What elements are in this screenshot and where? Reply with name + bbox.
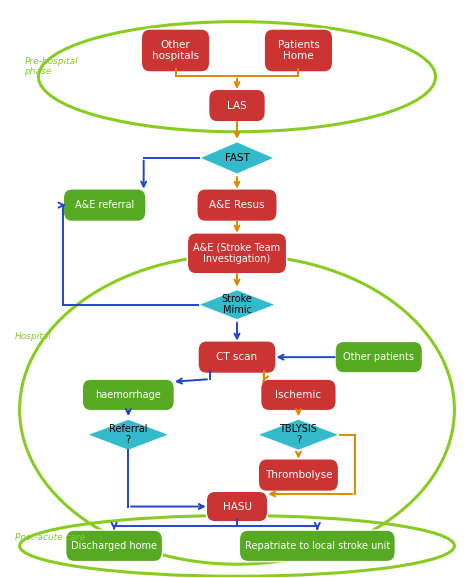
Text: Other
hospitals: Other hospitals: [152, 40, 199, 61]
FancyBboxPatch shape: [141, 29, 210, 72]
FancyBboxPatch shape: [66, 530, 163, 562]
FancyBboxPatch shape: [198, 341, 276, 373]
Polygon shape: [199, 142, 275, 174]
Text: Thrombolyse: Thrombolyse: [264, 470, 332, 480]
Text: Repatriate to local stroke unit: Repatriate to local stroke unit: [245, 541, 390, 551]
FancyBboxPatch shape: [261, 379, 336, 410]
Text: Pre-hospital
phase: Pre-hospital phase: [24, 57, 78, 76]
Text: A&E referral: A&E referral: [75, 200, 134, 210]
Polygon shape: [198, 290, 276, 320]
FancyBboxPatch shape: [82, 379, 174, 410]
Text: HASU: HASU: [222, 502, 252, 512]
Text: haemorrhage: haemorrhage: [95, 390, 161, 400]
FancyBboxPatch shape: [335, 342, 422, 373]
FancyBboxPatch shape: [258, 459, 338, 491]
Text: Post-acute care: Post-acute care: [15, 533, 85, 543]
FancyBboxPatch shape: [209, 89, 265, 122]
FancyBboxPatch shape: [206, 491, 268, 522]
Text: Patients
Home: Patients Home: [277, 40, 319, 61]
Text: Other patients: Other patients: [343, 352, 414, 362]
Text: LAS: LAS: [227, 101, 247, 110]
Polygon shape: [257, 419, 340, 450]
FancyBboxPatch shape: [264, 29, 333, 72]
Text: Discharged home: Discharged home: [71, 541, 157, 551]
Text: A&E (Stroke Team
Investigation): A&E (Stroke Team Investigation): [193, 243, 281, 264]
FancyBboxPatch shape: [64, 189, 146, 221]
Text: FAST: FAST: [225, 153, 249, 163]
Text: Referral
?: Referral ?: [109, 424, 147, 445]
Text: Ischemic: Ischemic: [275, 390, 321, 400]
FancyBboxPatch shape: [187, 233, 287, 274]
Text: CT scan: CT scan: [217, 352, 257, 362]
FancyBboxPatch shape: [239, 530, 395, 562]
Text: A&E Resus: A&E Resus: [209, 200, 265, 210]
Polygon shape: [87, 419, 170, 450]
Text: Hospital: Hospital: [15, 332, 52, 340]
Text: Stroke
Mimic: Stroke Mimic: [221, 294, 253, 315]
FancyBboxPatch shape: [197, 189, 277, 221]
Text: TBLYSIS
?: TBLYSIS ?: [280, 424, 318, 445]
